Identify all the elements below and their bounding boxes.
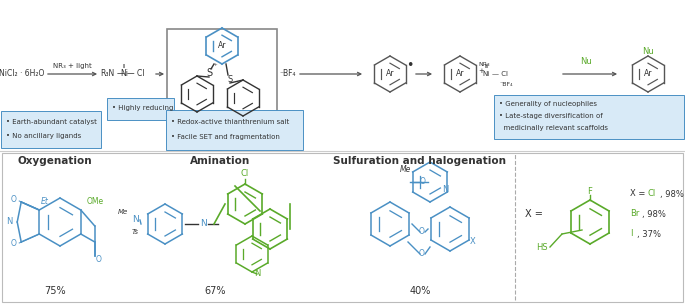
- Text: X: X: [470, 237, 476, 246]
- Text: Br: Br: [630, 209, 639, 219]
- Text: O: O: [10, 240, 16, 248]
- Bar: [167, 29, 277, 129]
- Text: OMe: OMe: [87, 198, 104, 206]
- Text: O: O: [419, 227, 425, 237]
- Text: Cl: Cl: [648, 189, 656, 199]
- Text: , 98%: , 98%: [660, 189, 684, 199]
- Text: S: S: [227, 74, 233, 84]
- Text: O: O: [96, 255, 101, 264]
- Text: NiCl₂ · 6H₂O: NiCl₂ · 6H₂O: [0, 70, 45, 78]
- Text: Me: Me: [400, 164, 412, 174]
- Text: • Late-stage diversification of: • Late-stage diversification of: [499, 113, 603, 119]
- Text: N: N: [132, 215, 139, 223]
- Text: — Cl: — Cl: [127, 70, 145, 78]
- Text: NR₃ + light: NR₃ + light: [53, 63, 91, 69]
- Text: 67%: 67%: [204, 286, 226, 296]
- Text: ⁻BF₄: ⁻BF₄: [279, 70, 295, 78]
- Text: —: —: [117, 70, 125, 78]
- FancyBboxPatch shape: [107, 98, 174, 120]
- FancyBboxPatch shape: [1, 111, 101, 148]
- Text: Amination: Amination: [190, 156, 250, 166]
- Text: ⁻BF₄: ⁻BF₄: [500, 81, 514, 87]
- Text: N: N: [442, 185, 449, 195]
- Text: O: O: [419, 250, 425, 258]
- Text: Me: Me: [118, 209, 128, 215]
- Text: , 37%: , 37%: [637, 230, 661, 239]
- Text: Oxygenation: Oxygenation: [18, 156, 92, 166]
- Text: O: O: [10, 195, 16, 205]
- Text: S: S: [206, 68, 212, 78]
- Text: III: III: [485, 64, 490, 70]
- Text: Ar: Ar: [218, 42, 226, 50]
- Text: Sulfuration and halogenation: Sulfuration and halogenation: [334, 156, 506, 166]
- Text: 75%: 75%: [45, 286, 66, 296]
- Text: N: N: [6, 217, 12, 226]
- Text: Ar: Ar: [456, 70, 464, 78]
- Text: •: •: [406, 60, 414, 72]
- Text: N: N: [254, 270, 260, 278]
- Text: N: N: [200, 219, 207, 229]
- Text: Nu: Nu: [580, 57, 592, 67]
- Text: Ar: Ar: [644, 70, 652, 78]
- Text: • Highly reducing: • Highly reducing: [112, 105, 173, 111]
- FancyBboxPatch shape: [494, 95, 684, 139]
- Text: — Cl: — Cl: [492, 71, 508, 77]
- Text: Cl: Cl: [241, 170, 249, 178]
- Text: Ar: Ar: [386, 70, 395, 78]
- Text: X =: X =: [630, 189, 648, 199]
- Text: 40%: 40%: [410, 286, 431, 296]
- Text: • Facile SET and fragmentation: • Facile SET and fragmentation: [171, 134, 280, 140]
- Text: • Generality of nucleophiles: • Generality of nucleophiles: [499, 102, 597, 107]
- Text: • No ancillary ligands: • No ancillary ligands: [6, 133, 82, 139]
- Text: HS: HS: [536, 243, 548, 251]
- Text: medicinally relevant scaffolds: medicinally relevant scaffolds: [499, 126, 608, 131]
- Text: O: O: [420, 178, 426, 186]
- Text: +: +: [478, 68, 484, 74]
- Text: Ni: Ni: [482, 71, 489, 77]
- FancyBboxPatch shape: [166, 110, 303, 150]
- Text: , 98%: , 98%: [642, 209, 666, 219]
- Text: NR₃: NR₃: [478, 61, 490, 67]
- Text: • Earth-abundant catalyst: • Earth-abundant catalyst: [6, 119, 97, 125]
- Text: Et: Et: [41, 198, 49, 206]
- Bar: [2, 153, 683, 302]
- Text: X =: X =: [525, 209, 543, 219]
- Text: • Redox-active thianthrenium salt: • Redox-active thianthrenium salt: [171, 119, 289, 125]
- Text: I: I: [630, 230, 632, 239]
- Text: Ni: Ni: [120, 70, 128, 78]
- Text: F: F: [588, 188, 593, 196]
- Text: R₃N: R₃N: [101, 70, 115, 78]
- Text: Nu: Nu: [642, 47, 654, 57]
- Text: II: II: [123, 64, 125, 70]
- Text: Ts: Ts: [132, 229, 139, 235]
- Text: ⁺: ⁺: [214, 64, 218, 70]
